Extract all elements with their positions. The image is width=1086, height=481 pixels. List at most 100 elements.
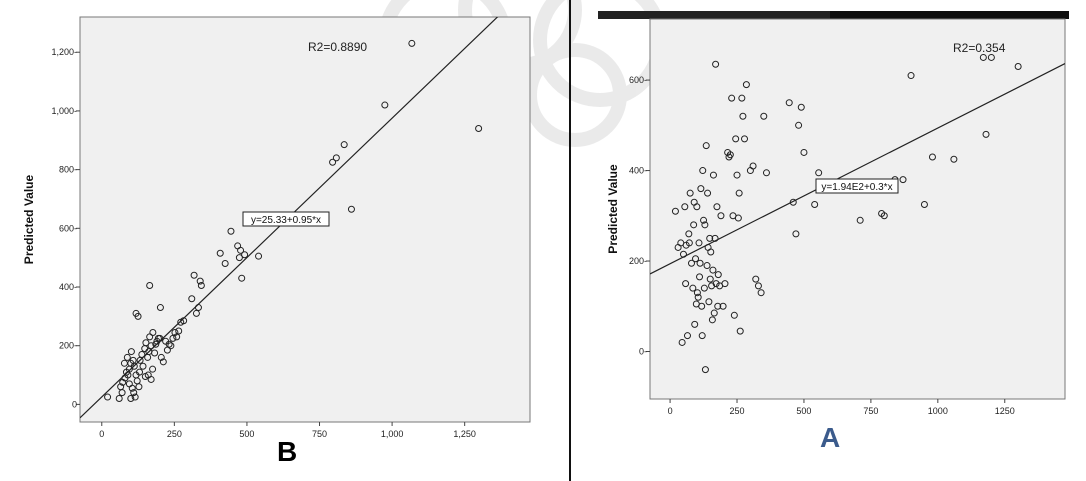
data-point xyxy=(688,259,695,267)
x-tick-label: 1250 xyxy=(995,406,1015,416)
data-point xyxy=(216,249,224,257)
data-point xyxy=(701,366,709,374)
data-point xyxy=(920,200,928,208)
data-point xyxy=(742,81,750,89)
panel-letter-b: B xyxy=(277,436,298,467)
data-point xyxy=(757,289,765,297)
data-point xyxy=(408,39,416,47)
y-tick-label: 0- xyxy=(639,347,647,357)
data-point xyxy=(696,273,704,281)
data-point xyxy=(682,280,690,288)
data-point xyxy=(136,368,144,376)
data-point xyxy=(728,94,736,102)
data-point xyxy=(797,103,805,111)
data-point xyxy=(156,304,164,312)
data-point xyxy=(785,99,793,107)
r2-label: R2=0.354 xyxy=(953,41,1006,55)
data-point xyxy=(721,280,729,288)
data-point xyxy=(169,334,177,342)
data-point xyxy=(928,153,936,161)
data-point xyxy=(127,395,135,403)
y-axis-label: Predicted Value xyxy=(606,164,620,254)
data-point xyxy=(190,271,198,279)
data-point xyxy=(693,203,701,211)
data-point xyxy=(128,384,136,392)
data-point xyxy=(689,284,697,292)
data-point xyxy=(719,302,727,310)
data-point xyxy=(760,112,768,120)
data-point xyxy=(196,277,204,285)
data-point xyxy=(149,328,157,336)
data-point xyxy=(710,309,718,317)
data-point xyxy=(142,339,150,347)
data-point xyxy=(104,393,112,401)
data-point xyxy=(792,230,800,238)
data-point xyxy=(686,189,694,197)
data-point xyxy=(754,282,762,290)
data-point xyxy=(475,125,483,133)
data-point xyxy=(730,311,738,319)
data-point xyxy=(702,142,710,150)
plot-area-a xyxy=(649,18,1066,400)
data-point xyxy=(340,141,348,149)
panel-divider xyxy=(569,0,571,481)
data-point xyxy=(1014,63,1022,70)
data-point xyxy=(127,348,135,356)
data-point xyxy=(241,251,249,259)
data-point xyxy=(907,72,915,80)
data-point xyxy=(194,304,202,312)
data-point xyxy=(692,255,700,263)
data-point xyxy=(950,155,958,163)
data-point xyxy=(188,295,196,303)
data-point xyxy=(899,176,907,184)
data-point xyxy=(706,234,714,242)
data-point xyxy=(671,207,679,215)
data-point xyxy=(708,316,716,324)
data-point xyxy=(704,189,712,197)
data-point xyxy=(712,60,720,68)
data-point xyxy=(691,320,699,328)
data-point xyxy=(197,282,205,290)
data-point xyxy=(789,198,797,206)
data-point xyxy=(709,171,717,179)
data-point xyxy=(192,309,200,317)
data-point xyxy=(381,101,389,109)
x-tick-label: 250 xyxy=(167,429,182,439)
data-point xyxy=(156,334,164,342)
y-tick-label: 200- xyxy=(629,256,647,266)
x-tick-label: 1,000 xyxy=(381,429,404,439)
data-point xyxy=(120,359,128,367)
data-point xyxy=(699,167,707,175)
data-point xyxy=(694,293,702,301)
data-point xyxy=(762,169,770,177)
panel-top-bar-light xyxy=(830,11,1069,19)
y-tick-label: 400- xyxy=(59,282,77,292)
data-point xyxy=(683,332,691,340)
data-point xyxy=(679,250,687,258)
data-point xyxy=(123,353,131,361)
data-point xyxy=(151,349,159,357)
r2-label: R2=0.8890 xyxy=(308,40,367,54)
y-tick-label: 200- xyxy=(59,341,77,351)
x-tick-label: 0 xyxy=(99,429,104,439)
data-point xyxy=(714,271,722,279)
data-point xyxy=(738,94,746,102)
data-point xyxy=(707,248,715,256)
data-point xyxy=(695,239,703,247)
equation-label: y=1.94E2+0.3*x xyxy=(821,182,892,193)
y-tick-label: 600- xyxy=(629,75,647,85)
y-axis-label: Predicted Value xyxy=(22,174,36,264)
data-point xyxy=(131,393,139,401)
data-point xyxy=(332,154,340,162)
data-point xyxy=(705,298,713,306)
data-point xyxy=(712,280,720,288)
data-point xyxy=(982,130,990,138)
data-point xyxy=(175,327,183,335)
data-point xyxy=(752,275,760,283)
equation-label: y=25.33+0.95*x xyxy=(251,215,321,226)
data-point xyxy=(736,327,744,335)
data-point xyxy=(706,275,714,283)
data-point xyxy=(734,214,742,222)
data-point xyxy=(238,274,246,282)
equation-box: y=25.33+0.95*x xyxy=(242,211,330,227)
